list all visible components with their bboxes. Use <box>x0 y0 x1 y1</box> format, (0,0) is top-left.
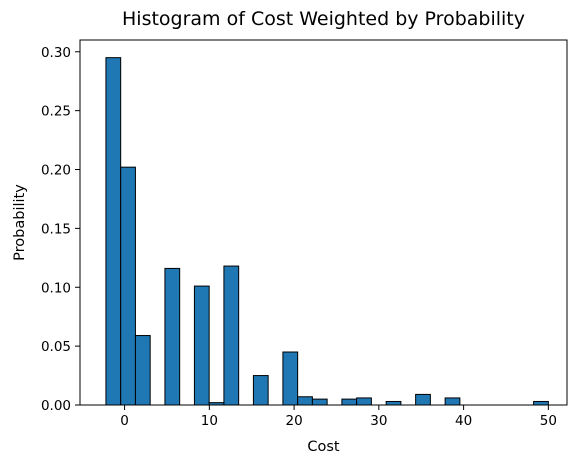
histogram-bar <box>252 375 269 406</box>
histogram-bar <box>385 400 402 406</box>
x-tick-label: 0 <box>120 413 129 429</box>
y-tick-label: 0.30 <box>41 45 71 61</box>
histogram-bar <box>193 285 210 406</box>
histogram-bar <box>311 398 328 406</box>
chart-title: Histogram of Cost Weighted by Probabilit… <box>122 8 525 30</box>
x-axis-label: Cost <box>307 439 340 455</box>
plot-frame <box>79 39 568 406</box>
histogram-bar <box>444 397 461 406</box>
x-tick-label: 40 <box>455 413 472 429</box>
histogram-bar <box>533 400 549 406</box>
histogram-bar <box>223 265 240 406</box>
x-tick-label: 30 <box>370 413 387 429</box>
histogram-bar <box>105 57 122 406</box>
histogram-bar <box>164 267 181 406</box>
y-tick-label: 0.00 <box>41 398 71 414</box>
y-tick-label: 0.05 <box>41 339 71 355</box>
histogram-bar <box>134 335 151 406</box>
histogram-bar <box>415 393 431 406</box>
ticks-group: 0 10 20 30 40 50 0.00 0.05 0.10 0.15 0.20 0.25 0.30 <box>41 45 557 429</box>
y-tick-label: 0.10 <box>41 280 71 296</box>
x-tick-label: 20 <box>285 413 302 429</box>
y-tick-label: 0.15 <box>41 221 71 237</box>
histogram-bar <box>341 398 358 406</box>
histogram-bar <box>297 396 313 406</box>
x-tick-label: 50 <box>540 413 557 429</box>
y-tick-label: 0.25 <box>41 104 71 120</box>
bars-group <box>105 57 549 406</box>
y-tick-label: 0.20 <box>41 163 71 179</box>
histogram-bar <box>282 351 299 406</box>
histogram-bar <box>120 166 136 406</box>
histogram-bar <box>356 397 372 406</box>
x-tick-label: 10 <box>201 413 218 429</box>
y-axis-label: Probability <box>12 184 28 261</box>
